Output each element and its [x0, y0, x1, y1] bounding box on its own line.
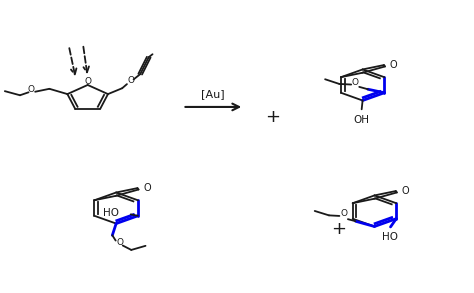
Text: O: O: [341, 209, 347, 218]
Text: HO: HO: [382, 232, 398, 242]
Text: O: O: [390, 60, 397, 70]
Text: OH: OH: [354, 115, 370, 125]
Text: [Au]: [Au]: [201, 89, 225, 99]
Text: O: O: [84, 77, 91, 86]
Text: O: O: [351, 78, 358, 87]
Text: O: O: [117, 238, 124, 247]
Text: HO: HO: [103, 208, 119, 219]
Text: O: O: [128, 76, 135, 84]
Text: +: +: [265, 108, 280, 126]
Text: O: O: [143, 183, 151, 193]
Text: O: O: [401, 186, 409, 196]
Text: O: O: [28, 85, 35, 94]
Text: +: +: [331, 219, 346, 238]
